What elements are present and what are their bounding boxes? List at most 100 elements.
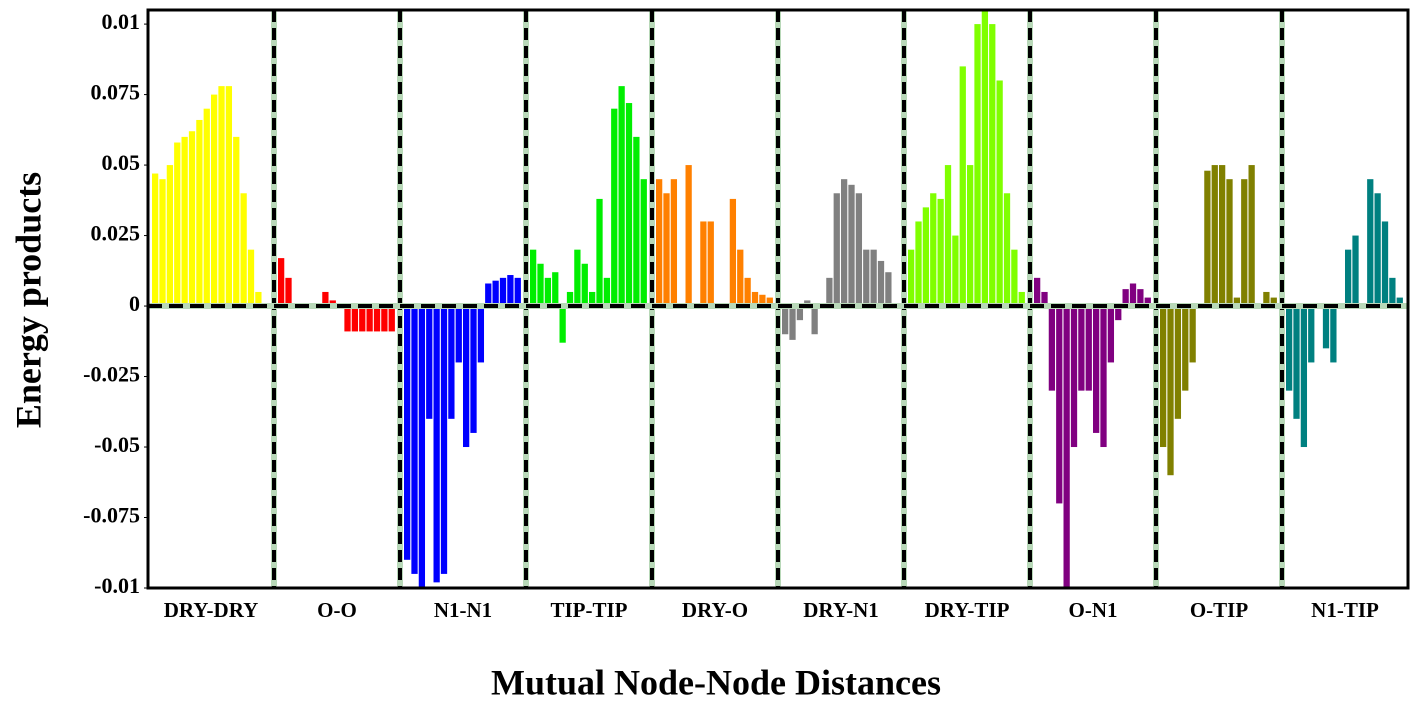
bar [211, 94, 218, 307]
bar [1063, 306, 1070, 588]
x-tick-label: DRY-N1 [803, 598, 879, 622]
bar [247, 249, 255, 307]
bar [240, 193, 247, 307]
bar [922, 207, 930, 307]
bar [952, 235, 959, 307]
bar [552, 272, 559, 307]
bar [404, 306, 411, 560]
bar [1322, 306, 1330, 349]
bar [411, 306, 418, 574]
bar [944, 165, 952, 307]
bar [663, 193, 670, 307]
bar [959, 66, 966, 307]
bar [618, 86, 625, 307]
bar [351, 306, 359, 332]
bar [744, 277, 751, 307]
bar [611, 108, 618, 307]
bar [322, 291, 329, 307]
bar [1070, 306, 1078, 448]
bar [1056, 306, 1063, 504]
x-tick-label: DRY-TIP [925, 598, 1010, 622]
bar [1137, 289, 1144, 307]
bar [359, 306, 366, 332]
bar [603, 277, 611, 307]
bar [1293, 306, 1300, 419]
bar [640, 179, 647, 307]
bar [366, 306, 373, 332]
bar [433, 306, 440, 583]
bar [1107, 306, 1115, 363]
bar [463, 306, 470, 448]
y-tick-label: 0.05 [102, 150, 141, 175]
bar [1182, 306, 1189, 391]
bar [218, 86, 225, 307]
bar [1129, 283, 1137, 307]
bar [1286, 306, 1293, 391]
bar [1122, 289, 1129, 307]
bar [656, 179, 663, 307]
bar [477, 306, 485, 363]
bar [285, 277, 292, 307]
bar [1263, 291, 1270, 307]
bar [566, 291, 574, 307]
bar [381, 306, 388, 332]
x-tick-label: O-TIP [1190, 598, 1249, 622]
bar [1389, 277, 1396, 307]
bar [559, 306, 566, 343]
bar [233, 136, 240, 307]
bar [1396, 297, 1403, 307]
y-tick-label: -0.075 [83, 503, 140, 528]
bar [1003, 193, 1011, 307]
bar [373, 306, 381, 332]
bar [278, 258, 285, 307]
bar [759, 294, 766, 307]
bar [811, 306, 818, 335]
x-tick-label: DRY-DRY [164, 598, 259, 622]
bar [729, 198, 737, 307]
plot-frame [146, 8, 1410, 590]
bar [388, 306, 395, 332]
bar [440, 306, 448, 574]
bar [174, 142, 181, 307]
bar [1308, 306, 1315, 363]
bar [537, 263, 544, 307]
y-tick-label: 0.01 [102, 9, 141, 34]
x-tick-label: O-O [317, 598, 357, 622]
bar [1115, 306, 1122, 321]
bar [1167, 306, 1174, 476]
bar [203, 108, 210, 307]
bar [833, 193, 840, 307]
bar [470, 306, 477, 433]
bar [1300, 306, 1308, 448]
y-tick-label: 0.025 [91, 221, 141, 246]
bar [1189, 306, 1196, 363]
bar [782, 306, 789, 335]
bar [426, 306, 433, 419]
bar [915, 221, 922, 307]
bar [1241, 179, 1248, 307]
bar [1041, 291, 1048, 307]
x-tick-label: N1-N1 [434, 598, 492, 622]
bar [448, 306, 455, 419]
y-tick-label: 0.075 [91, 80, 141, 105]
bar [1093, 306, 1100, 433]
bar [1352, 235, 1359, 307]
bar [181, 136, 188, 307]
bar [1034, 277, 1041, 307]
bar [1144, 297, 1151, 307]
x-axis-title: Mutual Node-Node Distances [491, 662, 941, 702]
y-tick-label: -0.025 [83, 362, 140, 387]
bar [766, 297, 773, 307]
x-tick-label: TIP-TIP [550, 598, 627, 622]
bar [937, 198, 944, 307]
y-tick-label: 0 [129, 291, 140, 316]
bar [841, 179, 848, 307]
bar [255, 291, 262, 307]
bar [855, 193, 863, 307]
bar [863, 249, 870, 307]
bar [507, 275, 514, 307]
bar [1211, 165, 1218, 307]
x-tick-label: O-N1 [1069, 598, 1118, 622]
bar [159, 179, 166, 307]
